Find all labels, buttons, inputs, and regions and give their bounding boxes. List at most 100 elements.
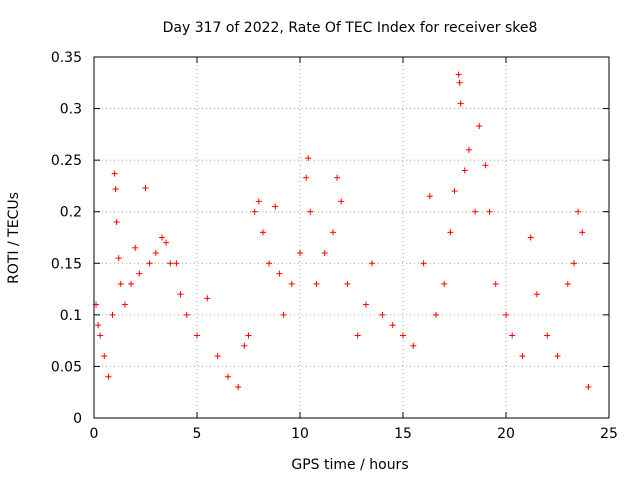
data-point <box>579 229 586 236</box>
data-point <box>509 332 516 339</box>
data-point <box>117 280 124 287</box>
data-point <box>564 280 571 287</box>
data-point <box>142 184 149 191</box>
data-point <box>177 291 184 298</box>
x-tick-label: 25 <box>600 426 618 442</box>
data-point <box>115 255 122 262</box>
data-point <box>570 260 577 267</box>
data-point <box>241 342 248 349</box>
data-point <box>457 100 464 107</box>
plot-frame <box>93 56 610 419</box>
data-point <box>183 311 190 318</box>
data-point <box>97 332 104 339</box>
data-point <box>585 384 592 391</box>
data-point <box>255 198 262 205</box>
y-axis: 0 0.05 0.1 0.15 0.2 0.25 0.3 0.35 <box>51 50 609 427</box>
data-point <box>266 260 273 267</box>
data-point <box>455 71 462 78</box>
data-point <box>575 208 582 215</box>
data-point <box>334 174 341 181</box>
data-point <box>235 384 242 391</box>
data-point <box>276 270 283 277</box>
y-tick-label: 0 <box>73 411 82 427</box>
data-point <box>128 280 135 287</box>
data-point <box>410 342 417 349</box>
data-point <box>461 167 468 174</box>
data-point <box>492 280 499 287</box>
data-point <box>113 219 120 226</box>
data-point <box>369 260 376 267</box>
data-point <box>251 208 258 215</box>
data-point <box>95 322 102 329</box>
x-tick-label: 20 <box>497 426 515 442</box>
data-point <box>441 280 448 287</box>
data-point <box>288 280 295 287</box>
data-point <box>136 270 143 277</box>
data-point <box>400 332 406 339</box>
data-point <box>173 260 180 267</box>
data-point <box>465 146 472 153</box>
data-point <box>152 249 159 256</box>
data-point <box>105 373 112 380</box>
data-point <box>158 234 165 241</box>
x-tick-label: 10 <box>291 426 309 442</box>
data-point <box>146 260 153 267</box>
x-tick-label: 0 <box>90 426 99 442</box>
data-point <box>313 280 320 287</box>
data-point <box>476 123 483 130</box>
y-tick-label: 0.3 <box>60 102 82 118</box>
data-point <box>420 260 427 267</box>
y-tick-label: 0.35 <box>51 50 82 66</box>
data-point <box>112 186 119 193</box>
data-point <box>533 291 540 298</box>
data-point <box>554 353 561 360</box>
y-axis-label: ROTI / TECUs <box>6 192 22 284</box>
data-point <box>527 234 534 241</box>
data-point <box>482 162 489 169</box>
x-axis-label: GPS time / hours <box>291 457 408 473</box>
data-point <box>472 208 479 215</box>
data-point <box>354 332 361 339</box>
data-point <box>167 260 174 267</box>
data-point <box>451 188 458 195</box>
data-point <box>214 353 221 360</box>
data-point <box>194 332 200 339</box>
data-point <box>245 332 252 339</box>
data-point <box>329 229 336 236</box>
data-point <box>321 249 328 256</box>
data-point <box>259 229 266 236</box>
y-tick-label: 0.2 <box>60 205 82 221</box>
data-point <box>503 311 509 318</box>
data-point <box>307 208 314 215</box>
data-point <box>280 311 287 318</box>
data-point <box>426 193 433 200</box>
y-tick-label: 0.15 <box>51 256 82 272</box>
data-point <box>303 174 310 181</box>
data-point <box>362 301 369 308</box>
data-point <box>121 301 128 308</box>
data-point <box>224 373 231 380</box>
data-point <box>456 79 463 86</box>
y-tick-label: 0.25 <box>51 153 82 169</box>
data-point <box>109 311 116 318</box>
data-point <box>132 244 139 251</box>
data-point <box>447 229 454 236</box>
x-tick-label: 15 <box>394 426 412 442</box>
data-point <box>432 311 439 318</box>
data-point <box>379 311 386 318</box>
data-point <box>544 332 551 339</box>
data-point <box>344 280 351 287</box>
data-point <box>111 170 118 177</box>
data-point <box>101 353 108 360</box>
x-tick-label: 5 <box>193 426 202 442</box>
grid <box>94 57 609 418</box>
data-point <box>389 322 396 329</box>
data-point <box>338 198 345 205</box>
data-point <box>519 353 526 360</box>
chart-title: Day 317 of 2022, Rate Of TEC Index for r… <box>163 20 538 36</box>
data-point <box>163 239 170 246</box>
data-point <box>204 295 211 302</box>
scatter-points <box>93 71 592 391</box>
y-tick-label: 0.1 <box>60 308 82 324</box>
